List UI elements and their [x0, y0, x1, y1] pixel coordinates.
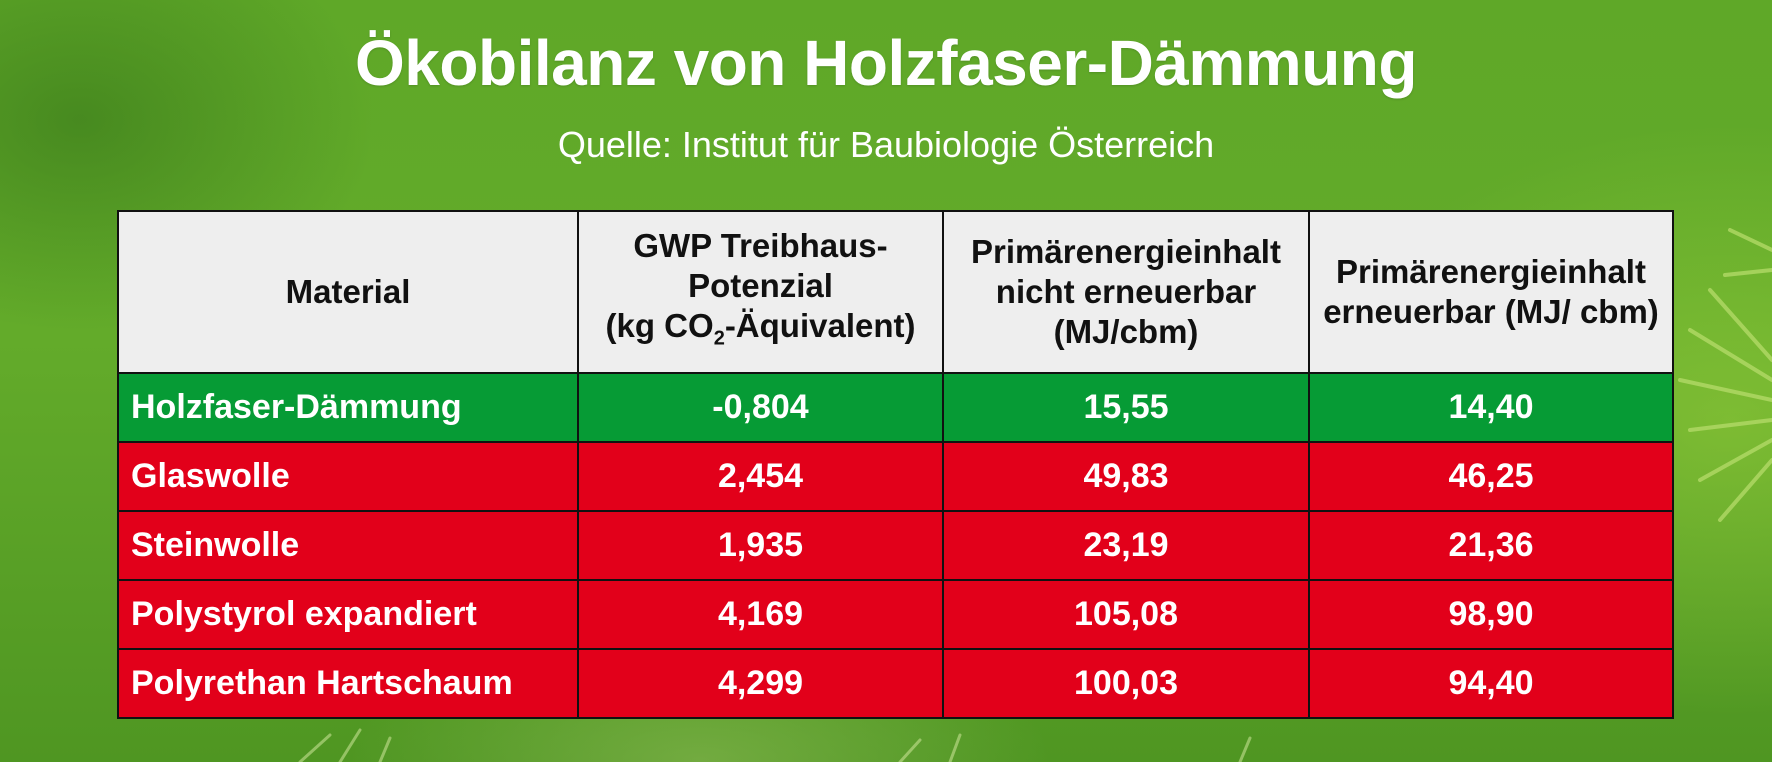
cell-gwp: -0,804 — [577, 372, 944, 443]
header-pe-erneuerbar: Primärenergieinhalt erneuerbar (MJ/ cbm) — [1308, 210, 1674, 374]
cell-gwp: 2,454 — [577, 441, 944, 512]
table-row: Glaswolle 2,454 49,83 46,25 — [117, 441, 1674, 512]
cell-pe-nicht-erneuerbar: 100,03 — [942, 648, 1310, 719]
cell-pe-nicht-erneuerbar: 23,19 — [942, 510, 1310, 581]
table-header-row: Material GWP Treibhaus- Potenzial (kg CO… — [117, 210, 1674, 374]
header-gwp-subscript: 2 — [713, 327, 725, 350]
cell-pe-erneuerbar: 46,25 — [1308, 441, 1674, 512]
table-row: Polystyrol expandiert 4,169 105,08 98,90 — [117, 579, 1674, 650]
cell-material: Steinwolle — [117, 510, 579, 581]
header-gwp-line1: GWP Treibhaus- — [633, 226, 888, 264]
cell-pe-erneuerbar: 14,40 — [1308, 372, 1674, 443]
header-gwp-unit-b: -Äquivalent) — [724, 306, 916, 344]
table-row: Polyrethan Hartschaum 4,299 100,03 94,40 — [117, 648, 1674, 719]
cell-pe-nicht-erneuerbar: 105,08 — [942, 579, 1310, 650]
cell-material: Holzfaser-Dämmung — [117, 372, 579, 443]
table-row: Steinwolle 1,935 23,19 21,36 — [117, 510, 1674, 581]
page-title: Ökobilanz von Holzfaser-Dämmung — [355, 27, 1417, 99]
cell-material: Polyrethan Hartschaum — [117, 648, 579, 719]
cell-pe-erneuerbar: 94,40 — [1308, 648, 1674, 719]
ecobalance-table: Material GWP Treibhaus- Potenzial (kg CO… — [117, 210, 1674, 719]
cell-pe-nicht-erneuerbar: 49,83 — [942, 441, 1310, 512]
cell-gwp: 1,935 — [577, 510, 944, 581]
cell-pe-erneuerbar: 98,90 — [1308, 579, 1674, 650]
table-row: Holzfaser-Dämmung -0,804 15,55 14,40 — [117, 372, 1674, 443]
header-material: Material — [117, 210, 579, 374]
cell-gwp: 4,169 — [577, 579, 944, 650]
header-gwp-line2: Potenzial — [688, 266, 833, 304]
cell-material: Polystyrol expandiert — [117, 579, 579, 650]
source-subtitle: Quelle: Institut für Baubiologie Österre… — [557, 124, 1215, 165]
cell-pe-erneuerbar: 21,36 — [1308, 510, 1674, 581]
header-pe-nicht-erneuerbar: Primärenergieinhalt nicht erneuerbar (MJ… — [942, 210, 1310, 374]
cell-gwp: 4,299 — [577, 648, 944, 719]
header-gwp-line3: (kg CO2-Äquivalent) — [587, 306, 934, 359]
header-gwp: GWP Treibhaus- Potenzial (kg CO2-Äquival… — [577, 210, 944, 374]
cell-pe-nicht-erneuerbar: 15,55 — [942, 372, 1310, 443]
header-gwp-unit-a: (kg CO — [605, 306, 714, 344]
cell-material: Glaswolle — [117, 441, 579, 512]
